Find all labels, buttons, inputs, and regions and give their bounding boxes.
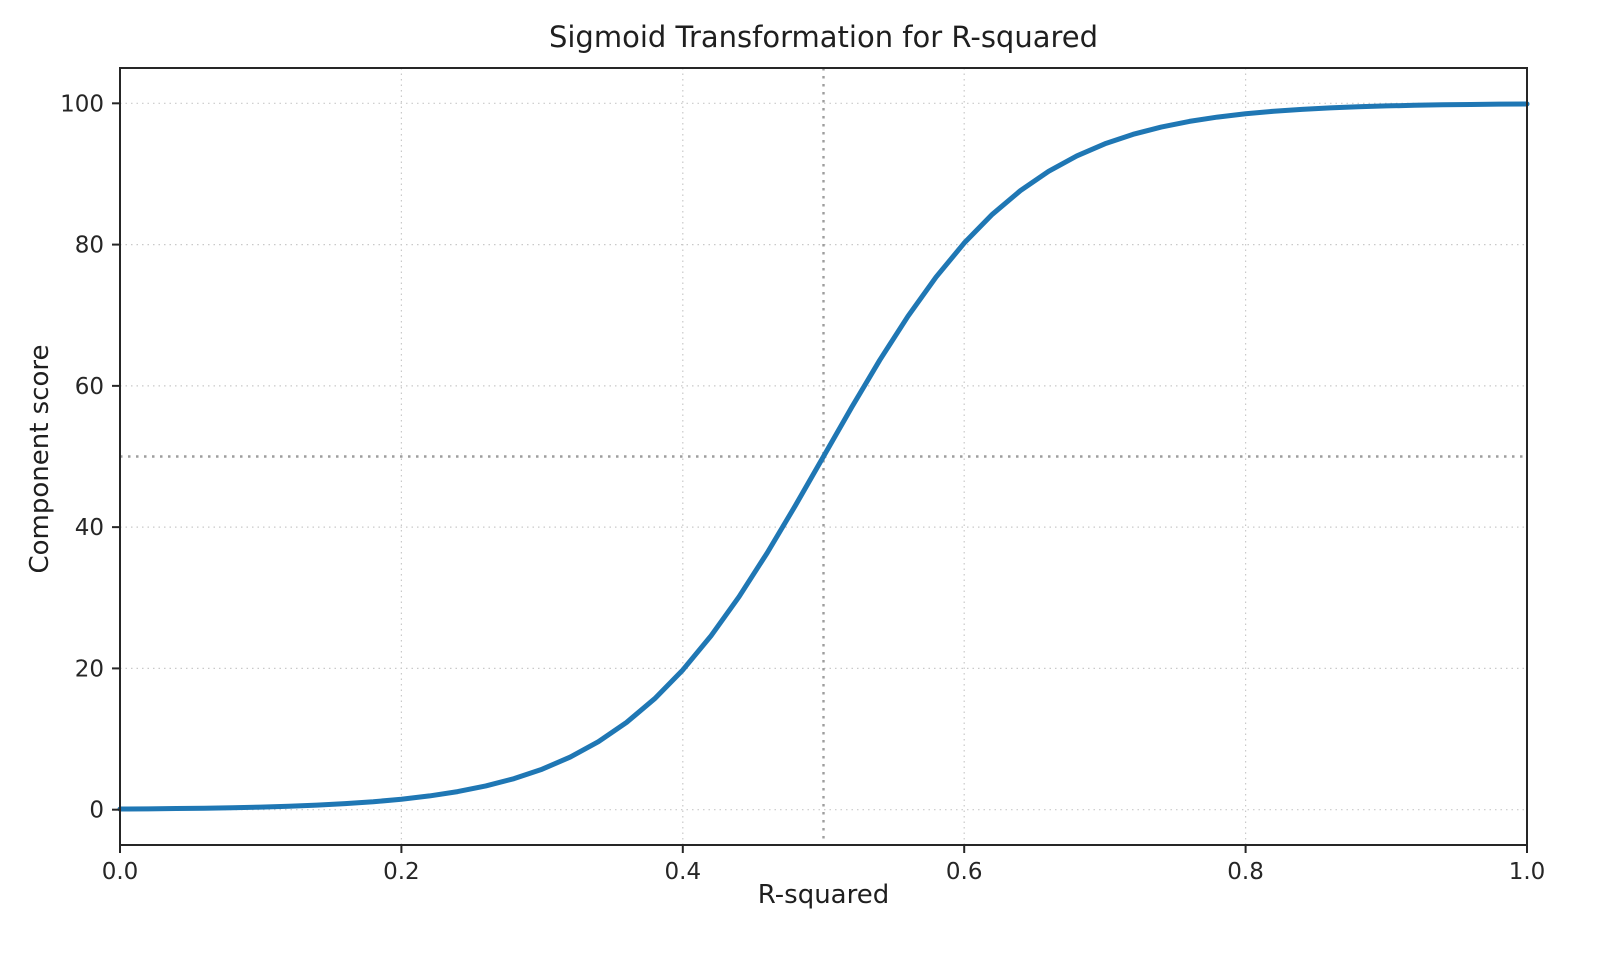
x-tick-label: 0.8 xyxy=(1227,859,1264,885)
y-tick-label: 60 xyxy=(75,374,104,400)
x-tick-label: 0.4 xyxy=(665,859,702,885)
y-axis-label: Component score xyxy=(25,344,55,574)
x-tick-label: 0.0 xyxy=(102,859,139,885)
x-tick-label: 1.0 xyxy=(1509,859,1546,885)
x-axis-label: R-squared xyxy=(757,880,890,910)
y-tick-label: 80 xyxy=(75,233,104,259)
plot-border xyxy=(119,67,1528,846)
chart-title: Sigmoid Transformation for R-squared xyxy=(548,20,1099,54)
y-tick-label: 20 xyxy=(75,656,104,682)
y-tick-label: 0 xyxy=(89,798,104,824)
x-tick-label: 0.2 xyxy=(383,859,420,885)
y-tick-label: 40 xyxy=(75,515,104,541)
sigmoid-curve xyxy=(117,101,1530,812)
x-tick-label: 0.6 xyxy=(946,859,983,885)
y-tick-label: 100 xyxy=(60,91,104,117)
